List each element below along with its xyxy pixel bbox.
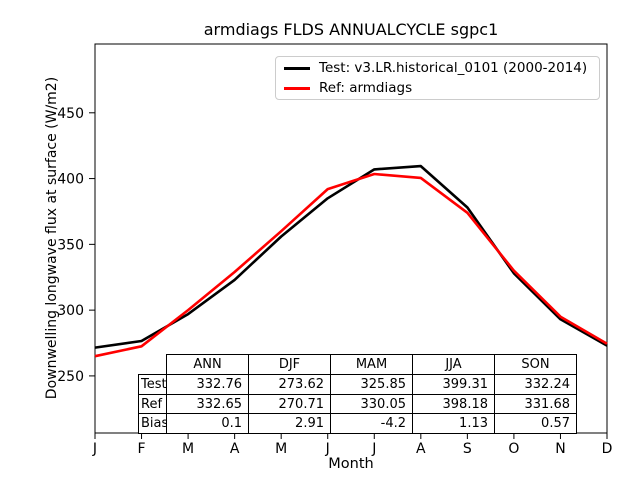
x-tick-label: F — [138, 441, 146, 457]
x-axis-label: Month — [328, 456, 374, 472]
legend-entry-test: Test: v3.LR.historical_0101 (2000-2014) — [276, 60, 599, 76]
ref-line-sample — [284, 86, 310, 90]
table-value-cell: 330.05 — [330, 394, 413, 414]
table-value-cell: 0.1 — [166, 413, 249, 434]
table-row-label: Ref — [138, 394, 167, 414]
chart-title: armdiags FLDS ANNUALCYCLE sgpc1 — [203, 20, 499, 39]
table-value-cell: 270.71 — [248, 394, 331, 414]
x-tick-label: S — [463, 441, 472, 457]
y-tick-label: 450 — [57, 106, 84, 122]
y-tick-label: 250 — [57, 369, 84, 385]
x-tick-label: A — [416, 441, 426, 457]
series-line-test — [94, 164, 608, 349]
table-value-cell: -4.2 — [330, 413, 413, 434]
table-value-cell: 273.62 — [248, 374, 331, 395]
x-tick-label: J — [92, 441, 97, 457]
table-header-cell: JJA — [412, 354, 495, 375]
table-value-cell: 332.65 — [166, 394, 249, 414]
x-tick-label: J — [325, 441, 330, 457]
table-value-cell: 332.24 — [494, 374, 577, 395]
x-tick-label: O — [508, 441, 519, 457]
legend-label-ref: Ref: armdiags — [319, 80, 413, 96]
table-value-cell: 331.68 — [494, 394, 577, 414]
y-axis-label: Downwelling longwave flux at surface (W/… — [44, 76, 60, 400]
x-tick-label: M — [275, 441, 287, 457]
table-value-cell: 332.76 — [166, 374, 249, 395]
y-tick-label: 400 — [57, 172, 84, 188]
table-value-cell: 2.91 — [248, 413, 331, 434]
table-header-cell: SON — [494, 354, 577, 375]
legend-label-test: Test: v3.LR.historical_0101 (2000-2014) — [319, 60, 588, 76]
y-tick-label: 350 — [57, 237, 84, 253]
x-tick-label: D — [602, 441, 613, 457]
table-header-cell: DJF — [248, 354, 331, 375]
series-line-ref — [94, 172, 608, 358]
table-value-cell: 1.13 — [412, 413, 495, 434]
table-row-label: Test — [138, 374, 167, 395]
table-header-cell: MAM — [330, 354, 413, 375]
legend: Test: v3.LR.historical_0101 (2000-2014) … — [275, 56, 600, 100]
table-value-cell: 325.85 — [330, 374, 413, 395]
x-tick-label: N — [555, 441, 565, 457]
x-tick-label: A — [230, 441, 240, 457]
x-tick-label: J — [371, 441, 376, 457]
table-header-cell: ANN — [166, 354, 249, 375]
legend-entry-ref: Ref: armdiags — [276, 80, 599, 96]
y-tick-label: 300 — [57, 303, 84, 319]
test-line-sample — [284, 66, 310, 70]
table-value-cell: 399.31 — [412, 374, 495, 395]
x-tick-label: M — [182, 441, 194, 457]
table-value-cell: 0.57 — [494, 413, 577, 434]
table-value-cell: 398.18 — [412, 394, 495, 414]
table-row-label: Bias — [138, 413, 167, 434]
